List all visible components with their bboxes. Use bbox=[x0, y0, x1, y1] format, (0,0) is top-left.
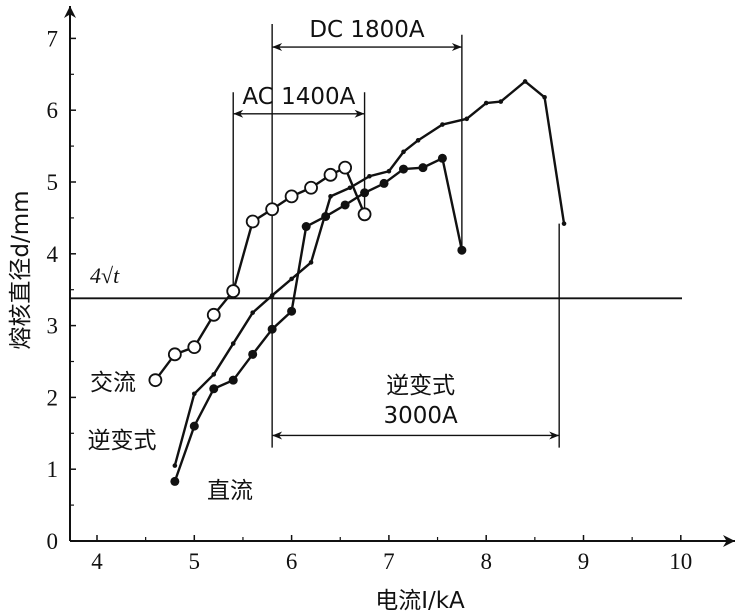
x-tick-label: 4 bbox=[91, 549, 103, 574]
y-tick-label: 5 bbox=[47, 170, 59, 195]
series-line-0 bbox=[154, 166, 366, 381]
x-tick-label: 5 bbox=[189, 549, 201, 574]
range-label: 3000A bbox=[384, 403, 459, 429]
data-point bbox=[265, 202, 280, 217]
data-point bbox=[308, 260, 314, 265]
reference-lines: 4√t DC 1800A AC 1400A 逆变式 3000A bbox=[70, 17, 682, 448]
data-point bbox=[360, 188, 370, 198]
range-label: DC 1800A bbox=[309, 17, 425, 43]
y-tick-label: 7 bbox=[47, 26, 59, 51]
series-group bbox=[148, 79, 567, 486]
data-point bbox=[321, 211, 331, 221]
data-point bbox=[401, 149, 406, 155]
series-line-2 bbox=[173, 157, 464, 482]
data-point bbox=[192, 391, 197, 397]
data-point bbox=[522, 79, 528, 84]
data-point bbox=[301, 222, 311, 232]
y-axis-label: 熔核直径d/mm bbox=[8, 190, 34, 349]
data-point bbox=[170, 476, 180, 486]
data-point bbox=[187, 340, 202, 355]
data-point bbox=[440, 122, 445, 127]
data-point bbox=[250, 310, 255, 315]
data-point bbox=[367, 173, 372, 179]
data-point bbox=[340, 200, 350, 210]
y-tick-label: 4 bbox=[47, 242, 59, 267]
data-point bbox=[267, 324, 277, 334]
data-point bbox=[206, 307, 221, 322]
data-point bbox=[542, 94, 547, 100]
data-point bbox=[209, 384, 219, 394]
data-point bbox=[230, 341, 236, 346]
data-point bbox=[338, 160, 353, 175]
range-label: 逆变式 bbox=[386, 373, 455, 399]
data-point bbox=[457, 245, 467, 255]
data-point bbox=[269, 293, 275, 298]
data-point bbox=[287, 306, 297, 316]
data-point bbox=[415, 138, 421, 143]
x-tick-label: 10 bbox=[669, 549, 692, 574]
x-tick-label: 8 bbox=[480, 549, 492, 574]
data-point bbox=[284, 189, 299, 204]
x-axis-label: 电流I/kA bbox=[375, 588, 465, 614]
y-tick-label: 2 bbox=[47, 385, 59, 410]
data-point bbox=[248, 349, 258, 359]
data-point bbox=[379, 178, 389, 188]
data-point bbox=[228, 375, 238, 385]
data-point bbox=[245, 214, 260, 229]
data-point bbox=[498, 99, 504, 104]
data-point bbox=[483, 100, 489, 106]
x-tick-label: 9 bbox=[578, 549, 590, 574]
range-label: AC 1400A bbox=[242, 84, 355, 110]
data-point bbox=[304, 180, 318, 195]
data-point bbox=[148, 373, 163, 388]
data-point bbox=[323, 167, 338, 182]
data-point bbox=[357, 207, 372, 222]
series-label: 交流 bbox=[90, 370, 136, 396]
y-tick-label: 3 bbox=[47, 314, 59, 339]
data-point bbox=[328, 194, 333, 199]
x-tick-label: 7 bbox=[383, 549, 395, 574]
data-point bbox=[167, 347, 182, 362]
data-point bbox=[437, 153, 447, 163]
x-tick-label: 6 bbox=[286, 549, 298, 574]
data-point bbox=[172, 463, 178, 468]
data-point bbox=[189, 421, 199, 431]
data-point bbox=[398, 164, 408, 174]
data-point bbox=[347, 185, 353, 191]
data-point bbox=[386, 168, 392, 174]
data-point bbox=[226, 284, 241, 299]
y-tick-label: 6 bbox=[47, 98, 59, 123]
axes: 4 5 6 7 8 9 10 0 1 2 3 4 5 6 7 电流I/kA 熔核直径d/mm bbox=[8, 6, 735, 614]
series-label: 直流 bbox=[207, 478, 253, 504]
data-point bbox=[418, 163, 428, 173]
data-point bbox=[464, 116, 470, 122]
data-point bbox=[289, 276, 294, 282]
y-tick-label: 1 bbox=[47, 457, 59, 482]
data-point bbox=[211, 372, 217, 377]
y-tick-label: 0 bbox=[47, 529, 59, 554]
series-label: 逆变式 bbox=[88, 428, 157, 454]
data-point bbox=[561, 221, 567, 226]
reference-line-label: 4√t bbox=[90, 263, 120, 288]
